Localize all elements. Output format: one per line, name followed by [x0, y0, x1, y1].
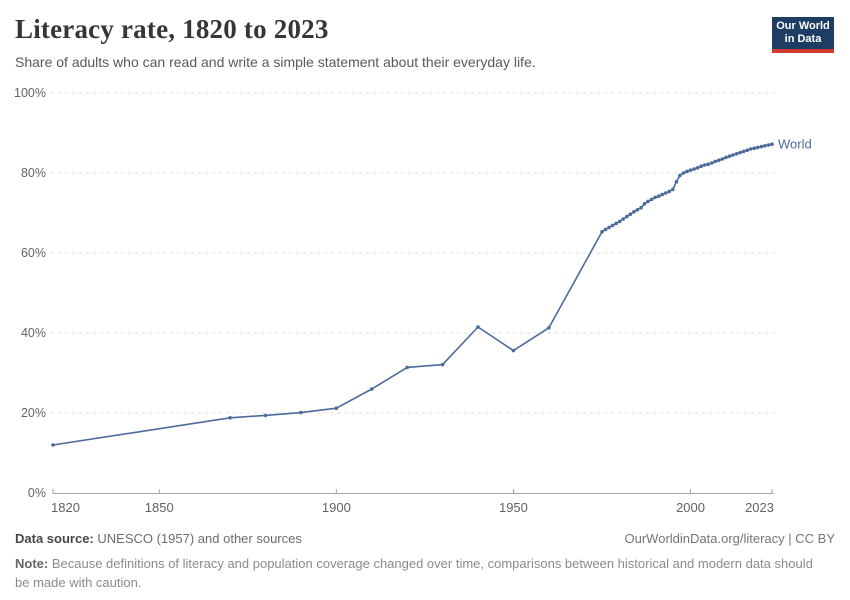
note-label: Note: [15, 556, 49, 571]
x-axis-label: 1850 [145, 500, 174, 515]
data-point[interactable] [600, 230, 604, 234]
data-source-label: Data source: [15, 531, 94, 546]
data-point[interactable] [763, 144, 767, 148]
data-point[interactable] [263, 413, 268, 418]
data-point[interactable] [370, 387, 374, 391]
y-axis-label: 80% [21, 166, 46, 180]
data-point[interactable] [511, 348, 516, 353]
data-point[interactable] [51, 443, 55, 447]
data-point[interactable] [625, 214, 629, 219]
x-axis-label: 2023 [745, 500, 774, 515]
data-point[interactable] [713, 159, 718, 164]
data-point[interactable] [614, 221, 618, 226]
data-point[interactable] [405, 365, 410, 370]
series-label-world[interactable]: World [778, 137, 812, 152]
data-point[interactable] [692, 167, 696, 171]
data-point[interactable] [440, 362, 445, 367]
y-axis-label: 0% [28, 486, 46, 500]
data-point[interactable] [706, 162, 710, 166]
data-point[interactable] [727, 154, 732, 158]
y-axis-label: 40% [21, 326, 46, 340]
data-source-text: UNESCO (1957) and other sources [97, 531, 302, 546]
chart-subtitle: Share of adults who can read and write a… [15, 54, 536, 70]
data-point[interactable] [621, 217, 625, 221]
data-point[interactable] [674, 180, 679, 184]
y-axis-label: 20% [21, 406, 46, 420]
data-point[interactable] [695, 166, 700, 170]
data-point[interactable] [646, 199, 650, 204]
data-point[interactable] [671, 187, 675, 192]
page-title: Literacy rate, 1820 to 2023 [15, 14, 329, 44]
data-point[interactable] [547, 326, 551, 330]
data-point[interactable] [688, 168, 693, 172]
data-point[interactable] [720, 157, 725, 161]
data-point[interactable] [632, 210, 636, 214]
line-chart-canvas[interactable]: 0% 20% 40% 60% 80% 100% 1820 1850 1900 1950 2000 20… [0, 0, 850, 525]
data-point[interactable] [699, 164, 703, 168]
y-axis-label: 60% [21, 246, 46, 260]
data-point[interactable] [717, 158, 721, 162]
note-text: Because definitions of literacy and popu… [15, 556, 813, 590]
data-point[interactable] [741, 149, 746, 154]
data-point[interactable] [642, 202, 647, 206]
data-point[interactable] [628, 212, 633, 216]
data-point[interactable] [752, 146, 757, 150]
data-point[interactable] [745, 148, 749, 152]
data-point[interactable] [660, 192, 664, 197]
data-point[interactable] [738, 150, 742, 155]
data-point[interactable] [635, 208, 640, 212]
data-point[interactable] [667, 189, 672, 194]
data-point[interactable] [770, 142, 774, 146]
owid-logo[interactable]: Our World in Data [772, 17, 834, 53]
x-axis-label: 2000 [676, 500, 705, 515]
data-point[interactable] [603, 227, 608, 232]
data-point[interactable] [649, 197, 654, 202]
data-point[interactable] [299, 410, 303, 415]
data-point[interactable] [334, 406, 339, 411]
data-point[interactable] [710, 161, 714, 165]
data-point[interactable] [748, 147, 753, 151]
data-point[interactable] [228, 416, 232, 420]
data-source: Data source: UNESCO (1957) and other sou… [15, 531, 302, 546]
chart-note: Note: Because definitions of literacy an… [15, 555, 815, 593]
data-point[interactable] [759, 144, 764, 149]
data-point[interactable] [610, 223, 615, 228]
data-line-world[interactable] [52, 143, 773, 446]
y-axis-label: 100% [14, 86, 46, 100]
data-point[interactable] [756, 145, 760, 150]
data-point[interactable] [734, 152, 739, 156]
data-point[interactable] [702, 163, 707, 167]
owid-license-link[interactable]: OurWorldinData.org/literacy | CC BY [624, 531, 835, 546]
data-point[interactable] [607, 225, 611, 230]
data-point[interactable] [731, 153, 735, 157]
owid-logo-text: Our World in Data [772, 17, 834, 49]
x-axis-label: 1950 [499, 500, 528, 515]
data-point[interactable] [681, 171, 686, 175]
data-point[interactable] [656, 194, 661, 198]
data-point[interactable] [766, 143, 771, 147]
data-point[interactable] [685, 169, 689, 174]
data-point[interactable] [724, 155, 728, 160]
data-point[interactable] [617, 219, 622, 224]
data-point[interactable] [653, 195, 657, 200]
data-point[interactable] [678, 173, 682, 178]
owid-logo-red-bar [772, 49, 834, 53]
x-axis-label: 1900 [322, 500, 351, 515]
data-point[interactable] [639, 206, 643, 210]
data-point[interactable] [476, 325, 480, 329]
x-axis-label: 1820 [51, 500, 80, 515]
data-point[interactable] [663, 191, 668, 195]
chart-footer: Data source: UNESCO (1957) and other sou… [15, 531, 835, 593]
